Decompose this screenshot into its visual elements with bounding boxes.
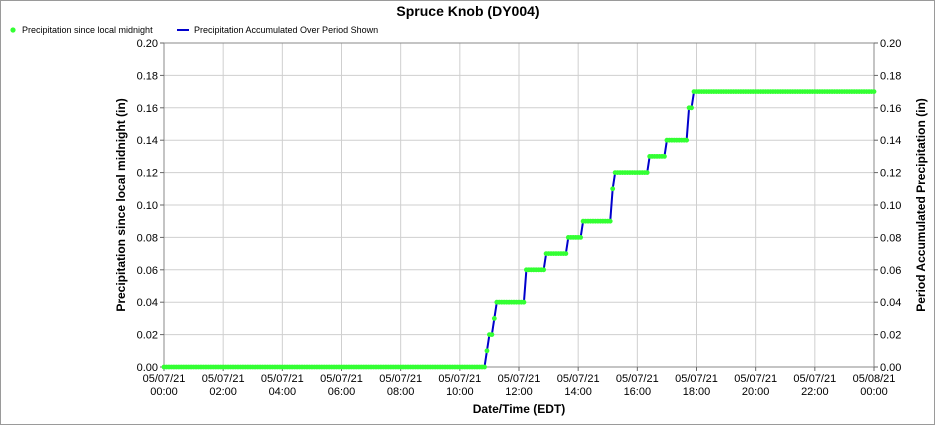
x-tick-date-label: 05/07/21 <box>379 373 422 385</box>
since-midnight-series <box>161 89 877 370</box>
legend: Precipitation since local midnight Preci… <box>10 25 378 35</box>
y-tick-label: 0.06 <box>137 265 158 277</box>
precip-point <box>541 267 547 273</box>
y-tick-label: 0.00 <box>137 362 158 374</box>
precip-point <box>482 364 487 370</box>
x-tick-date-label: 05/07/21 <box>734 373 777 385</box>
x-tick-date-label: 05/07/21 <box>616 373 659 385</box>
legend-label-since-midnight: Precipitation since local midnight <box>22 25 153 35</box>
y-tick-label: 0.14 <box>137 135 158 147</box>
x-tick-time-label: 00:00 <box>150 386 178 398</box>
precip-point <box>578 235 584 240</box>
x-tick-time-label: 18:00 <box>683 386 711 398</box>
x-axis-label: Date/Time (EDT) <box>473 402 565 416</box>
x-tick-time-label: 16:00 <box>624 386 652 398</box>
x-tick-date-label: 05/07/21 <box>438 373 481 385</box>
y-tick-label: 0.02 <box>137 330 158 342</box>
x-tick-date-label: 05/07/21 <box>675 373 718 385</box>
y2-tick-label: 0.00 <box>880 362 901 374</box>
x-tick-time-label: 08:00 <box>387 386 415 398</box>
x-tick-time-label: 20:00 <box>742 386 770 398</box>
y2-axis-label: Period Accumulated Precipitation (in) <box>914 98 928 312</box>
x-tick-date-label: 05/07/21 <box>143 373 186 385</box>
legend-marker-since-midnight <box>10 27 16 33</box>
y-tick-label: 0.08 <box>137 232 158 244</box>
precip-point <box>684 137 690 143</box>
x-tick-time-label: 12:00 <box>505 386 533 398</box>
x-tick-date-label: 05/07/21 <box>557 373 600 385</box>
x-tick-date-label: 05/07/21 <box>261 373 304 385</box>
x-tick-time-label: 06:00 <box>328 386 356 398</box>
chart-title: Spruce Knob (DY004) <box>396 3 539 19</box>
precip-point <box>871 89 877 94</box>
precip-point <box>607 218 613 224</box>
y-tick-label: 0.10 <box>137 200 158 212</box>
precip-point <box>491 316 497 321</box>
x-tick-date-label: 05/07/21 <box>498 373 541 385</box>
x-tick-time-label: 04:00 <box>269 386 297 398</box>
precip-point <box>644 170 650 176</box>
x-tick-date-label: 05/07/21 <box>202 373 245 385</box>
precip-point <box>521 299 527 305</box>
y-tick-label: 0.12 <box>137 168 158 180</box>
x-tick-time-label: 14:00 <box>564 386 592 398</box>
legend-label-accumulated: Precipitation Accumulated Over Period Sh… <box>194 25 378 35</box>
precip-point <box>610 186 616 192</box>
x-tick-time-label: 22:00 <box>801 386 829 398</box>
precip-point <box>662 154 667 159</box>
y2-tick-label: 0.18 <box>880 70 901 82</box>
y2-tick-label: 0.02 <box>880 330 901 342</box>
y-tick-label: 0.04 <box>137 297 158 309</box>
precip-point <box>484 348 490 354</box>
y-tick-label: 0.18 <box>137 70 158 82</box>
axes: 0.00 0.00 0.02 0.02 0.04 0.04 0.06 0.06 0.08 0.08… <box>137 38 902 398</box>
x-tick-time-label: 00:00 <box>860 386 888 398</box>
precip-point <box>563 251 569 256</box>
y2-tick-label: 0.14 <box>880 135 901 147</box>
y2-tick-label: 0.16 <box>880 103 901 115</box>
precip-point <box>489 332 495 337</box>
y2-tick-label: 0.20 <box>880 38 901 50</box>
precip-point <box>689 105 694 111</box>
y2-tick-label: 0.06 <box>880 265 901 277</box>
x-tick-date-label: 05/07/21 <box>320 373 363 385</box>
y2-tick-label: 0.08 <box>880 232 901 244</box>
y2-tick-label: 0.04 <box>880 297 901 309</box>
x-tick-time-label: 02:00 <box>209 386 237 398</box>
x-tick-time-label: 10:00 <box>446 386 474 398</box>
x-tick-date-label: 05/08/21 <box>853 373 896 385</box>
y2-tick-label: 0.10 <box>880 200 901 212</box>
y-tick-label: 0.20 <box>137 38 158 50</box>
y-tick-label: 0.16 <box>137 103 158 115</box>
y-axis-label: Precipitation since local midnight (in) <box>114 98 128 311</box>
y2-tick-label: 0.12 <box>880 168 901 180</box>
x-tick-date-label: 05/07/21 <box>793 373 836 385</box>
